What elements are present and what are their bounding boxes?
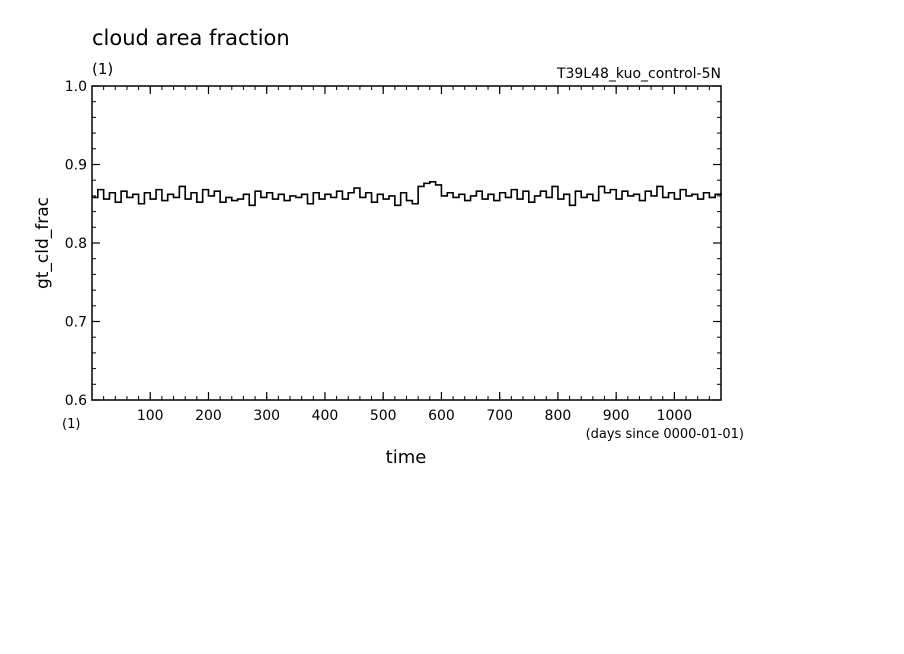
x-tick-label: 100: [137, 408, 164, 424]
y-tick-label: 0.7: [65, 315, 87, 331]
plot-frame: [91, 85, 722, 401]
title-units: (1): [92, 60, 113, 78]
y-axis-label: gt_cld_frac: [33, 197, 53, 289]
x-units-label: (days since 0000-01-01): [586, 427, 744, 442]
x-tick-label: 900: [603, 408, 630, 424]
y-tick-label: 0.6: [65, 393, 87, 409]
x-tick-label: 1000: [657, 408, 693, 424]
x-tick-label: 800: [545, 408, 572, 424]
axes-layer: 100 200 300 400 500 600 700 800 900 1000 0.6 0.7 0.8…: [65, 79, 722, 424]
x-tick-label: 600: [428, 408, 455, 424]
chart-title: cloud area fraction: [92, 26, 290, 50]
x-tick-label: 700: [486, 408, 513, 424]
y-tick-label: 1.0: [65, 79, 87, 95]
x-tick-label: 500: [370, 408, 397, 424]
series-line: [92, 180, 722, 207]
y-units-label: (1): [62, 417, 80, 432]
x-tick-label: 300: [253, 408, 280, 424]
dataset-label: T39L48_kuo_control-5N: [556, 66, 721, 82]
y-tick-label: 0.8: [65, 236, 87, 252]
x-tick-label: 400: [312, 408, 339, 424]
x-tick-label: 200: [195, 408, 222, 424]
x-axis-label: time: [386, 447, 427, 468]
y-tick-label: 0.9: [65, 158, 87, 174]
